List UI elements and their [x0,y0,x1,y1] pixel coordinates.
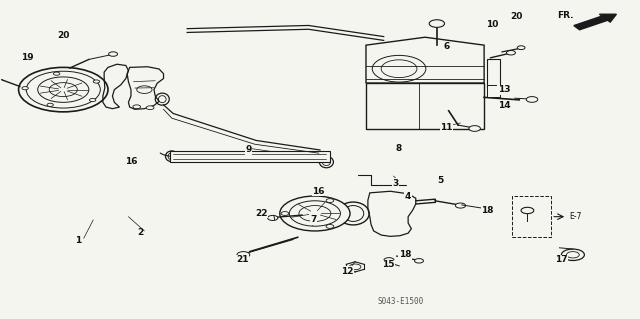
Circle shape [53,72,60,75]
Circle shape [109,52,118,56]
Circle shape [456,203,466,208]
Text: 21: 21 [236,255,248,264]
Bar [487,85,500,97]
FancyArrow shape [574,14,616,30]
Circle shape [147,106,154,110]
Text: 10: 10 [486,20,499,29]
Circle shape [281,211,289,215]
Text: 17: 17 [555,255,568,264]
Text: 16: 16 [312,187,325,196]
Text: FR.: FR. [557,11,574,20]
Circle shape [506,50,515,55]
Text: 4: 4 [405,191,412,201]
Text: 18: 18 [481,206,493,215]
Text: 20: 20 [57,31,70,40]
Circle shape [521,207,534,214]
Text: S043-E1500: S043-E1500 [378,297,424,306]
Circle shape [133,105,141,109]
Text: 12: 12 [340,267,353,276]
Text: 16: 16 [125,157,138,166]
Text: 20: 20 [511,12,523,21]
Text: 6: 6 [444,42,449,51]
Text: 18: 18 [399,250,411,259]
Circle shape [280,196,350,231]
Circle shape [237,252,250,258]
Text: 13: 13 [498,85,510,94]
Circle shape [469,126,481,131]
Circle shape [90,99,96,102]
Text: 14: 14 [498,101,510,110]
Text: 7: 7 [310,215,317,224]
Text: E-7: E-7 [569,212,581,221]
Circle shape [47,103,53,107]
Text: 8: 8 [396,144,402,153]
Text: 11: 11 [440,123,452,132]
Bar [170,151,330,162]
Circle shape [415,259,424,263]
Text: 19: 19 [21,53,34,62]
Bar [366,83,484,129]
Bar [511,196,551,237]
Circle shape [561,249,584,261]
Circle shape [429,20,445,27]
Circle shape [526,97,538,102]
Circle shape [326,199,333,203]
Text: 5: 5 [437,176,443,185]
Text: 1: 1 [76,236,82,245]
Circle shape [384,258,394,263]
Circle shape [93,80,100,83]
Text: 2: 2 [137,228,143,237]
Text: 22: 22 [255,209,268,218]
Bar [487,59,500,87]
Circle shape [517,46,525,49]
Circle shape [268,215,278,220]
Text: 15: 15 [382,260,395,270]
Text: 3: 3 [392,179,399,188]
Text: 9: 9 [245,145,252,154]
Circle shape [326,225,333,228]
Circle shape [22,87,28,90]
